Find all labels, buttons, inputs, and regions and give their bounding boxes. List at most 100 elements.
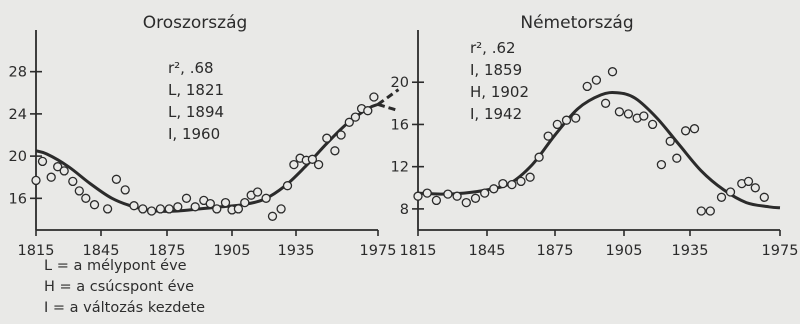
data-point bbox=[705, 206, 715, 216]
data-point bbox=[190, 202, 200, 212]
data-point bbox=[138, 204, 148, 214]
data-point bbox=[155, 204, 166, 214]
chart-title: Oroszország bbox=[143, 13, 248, 33]
data-point bbox=[146, 206, 157, 216]
y-tick-label: 12 bbox=[391, 160, 409, 176]
x-tick-label: 1845 bbox=[83, 243, 120, 259]
data-point bbox=[552, 119, 562, 130]
data-point bbox=[647, 119, 658, 130]
x-tick-label: 1815 bbox=[18, 243, 55, 259]
data-point bbox=[81, 193, 91, 203]
data-point bbox=[344, 117, 354, 127]
data-point bbox=[696, 206, 706, 216]
data-point bbox=[120, 185, 130, 195]
data-point bbox=[422, 188, 432, 198]
data-point bbox=[212, 204, 222, 214]
data-point bbox=[461, 197, 471, 208]
data-point bbox=[267, 211, 278, 221]
legend-item-change: I = a változás kezdete bbox=[44, 300, 205, 316]
data-point bbox=[582, 81, 592, 92]
data-point bbox=[350, 112, 361, 122]
data-point bbox=[46, 172, 56, 182]
data-point bbox=[59, 166, 69, 176]
data-point bbox=[543, 131, 553, 141]
data-point bbox=[369, 92, 379, 102]
data-point bbox=[31, 175, 41, 186]
data-point bbox=[623, 109, 634, 119]
data-point bbox=[252, 187, 263, 197]
data-point bbox=[489, 184, 499, 194]
data-point bbox=[470, 193, 481, 203]
data-point bbox=[336, 130, 346, 140]
annotation-change-1: I, 1859 bbox=[470, 61, 522, 79]
data-point bbox=[205, 198, 215, 209]
x-tick-label: 1975 bbox=[360, 243, 397, 259]
data-point bbox=[665, 136, 675, 146]
data-point bbox=[591, 75, 602, 85]
x-tick-label: 1905 bbox=[214, 243, 251, 259]
data-point bbox=[181, 193, 192, 203]
data-point bbox=[276, 204, 286, 214]
annotation-change: I, 1960 bbox=[168, 125, 220, 143]
annotation-low-1: L, 1821 bbox=[168, 81, 224, 99]
y-tick-label: 20 bbox=[391, 75, 409, 91]
data-point bbox=[53, 162, 63, 172]
data-point bbox=[452, 191, 462, 201]
data-point bbox=[330, 146, 340, 156]
data-point bbox=[261, 193, 271, 203]
data-point bbox=[656, 159, 667, 170]
annotation-block: r², .62 I, 1859 H, 1902 I, 1942 bbox=[470, 39, 529, 123]
chart-title: Németország bbox=[520, 13, 633, 33]
data-point bbox=[37, 156, 48, 167]
data-point bbox=[561, 115, 572, 125]
data-point bbox=[89, 200, 100, 210]
data-point bbox=[233, 204, 244, 214]
x-tick-label: 1935 bbox=[672, 243, 709, 259]
data-point bbox=[689, 124, 700, 134]
data-point bbox=[600, 98, 611, 108]
projection-curve-lower bbox=[377, 102, 399, 113]
legend-item-low: L = a mélypont éve bbox=[44, 258, 187, 274]
annotation-peak: H, 1902 bbox=[470, 83, 529, 101]
annotation-low-2: L, 1894 bbox=[168, 103, 224, 121]
data-point bbox=[525, 172, 535, 182]
data-point bbox=[498, 178, 508, 189]
y-tick-label: 24 bbox=[9, 107, 27, 123]
annotation-r2: r², .68 bbox=[168, 59, 214, 77]
data-point bbox=[614, 107, 625, 117]
data-point bbox=[759, 192, 769, 202]
data-point bbox=[431, 195, 442, 206]
x-tick-label: 1875 bbox=[149, 243, 186, 259]
annotation-block: r², .68 L, 1821 L, 1894 I, 1960 bbox=[168, 59, 224, 143]
data-point bbox=[607, 67, 618, 77]
y-tick-label: 8 bbox=[400, 202, 409, 218]
chart-panel-nemetorszag: Németország r², .62 I, 1859 H, 1902 I, 1… bbox=[391, 13, 799, 259]
y-tick-label: 16 bbox=[391, 117, 409, 133]
data-point bbox=[289, 159, 299, 170]
data-point bbox=[516, 176, 526, 187]
data-point bbox=[480, 188, 490, 198]
legend-item-peak: H = a csúcspont éve bbox=[44, 279, 194, 295]
x-tick-label: 1815 bbox=[400, 243, 437, 259]
projection-curve-upper bbox=[377, 88, 400, 106]
data-point bbox=[282, 181, 293, 191]
data-point bbox=[571, 113, 581, 123]
data-point bbox=[534, 152, 544, 162]
data-point bbox=[102, 204, 113, 214]
data-point bbox=[725, 187, 736, 197]
data-point bbox=[322, 133, 332, 143]
data-point bbox=[443, 189, 453, 199]
data-point bbox=[680, 126, 691, 136]
data-point bbox=[173, 202, 183, 212]
x-tick-label: 1845 bbox=[469, 243, 506, 259]
data-point bbox=[507, 179, 517, 190]
data-point bbox=[111, 174, 122, 184]
data-point bbox=[129, 201, 139, 211]
data-point bbox=[74, 186, 84, 196]
data-point bbox=[68, 176, 78, 187]
x-tick-label: 1875 bbox=[537, 243, 574, 259]
annotation-r2: r², .62 bbox=[470, 39, 516, 57]
x-tick-label: 1935 bbox=[278, 243, 315, 259]
data-point bbox=[164, 204, 174, 214]
